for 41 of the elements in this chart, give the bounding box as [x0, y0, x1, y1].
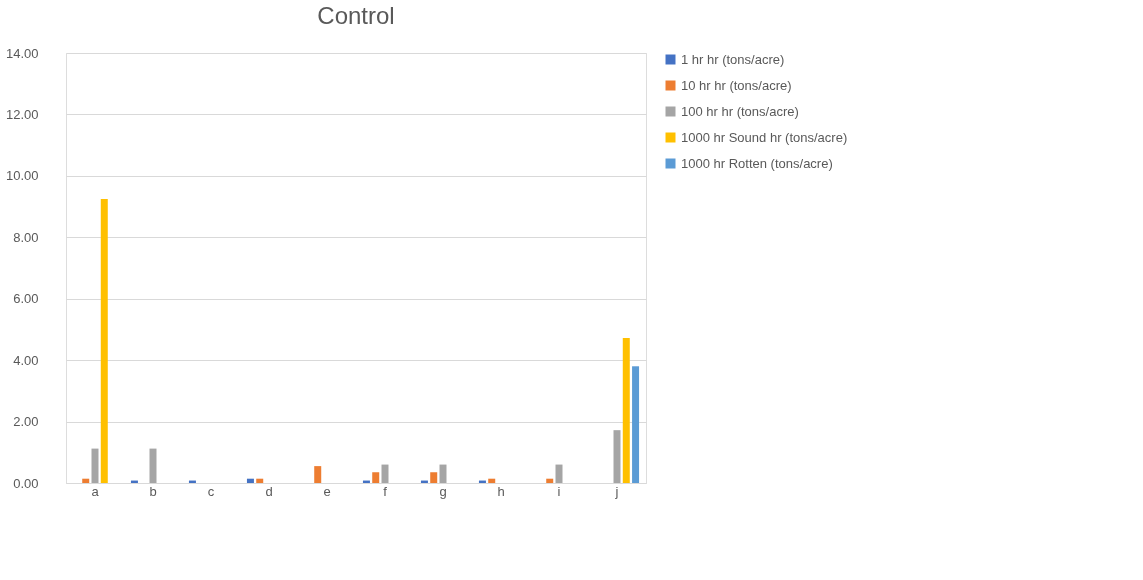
bar	[439, 464, 447, 483]
bar	[613, 430, 621, 483]
bar	[546, 478, 554, 483]
legend-label: 100 hr hr (tons/acre)	[681, 103, 799, 119]
bar	[430, 472, 438, 483]
bar	[622, 338, 630, 483]
bar	[632, 366, 640, 483]
bar	[256, 478, 264, 483]
bar	[381, 464, 389, 483]
bar	[91, 448, 99, 483]
x-tick-label: f	[383, 483, 388, 499]
bar	[372, 472, 380, 483]
y-tick-label: 8.00	[13, 229, 39, 245]
x-tick-label: g	[439, 483, 447, 499]
y-tick-label: 10.00	[5, 168, 39, 184]
y-tick-label: 0.00	[13, 475, 39, 491]
legend-label: 10 hr hr (tons/acre)	[681, 77, 792, 93]
bar	[149, 448, 157, 483]
x-tick-label: d	[265, 483, 273, 499]
x-tick-label: c	[207, 483, 215, 499]
bar	[100, 198, 108, 483]
x-tick-label: h	[497, 483, 505, 499]
bar	[488, 478, 496, 483]
x-tick-label: e	[323, 483, 331, 499]
legend-label: 1000 hr Rotten (tons/acre)	[681, 155, 833, 171]
x-tick-label: b	[149, 483, 157, 499]
y-tick-label: 2.00	[13, 414, 39, 430]
legend-label: 1000 hr Sound hr (tons/acre)	[681, 129, 848, 145]
x-tick-label: a	[91, 483, 100, 499]
x-tick-label: i	[557, 483, 561, 499]
bar	[555, 464, 563, 483]
y-tick-label: 14.00	[5, 45, 39, 61]
bar	[246, 478, 254, 483]
y-tick-label: 6.00	[13, 291, 39, 307]
bar	[314, 466, 322, 483]
bar	[82, 478, 90, 483]
legend-label: 1 hr hr (tons/acre)	[681, 51, 785, 67]
y-tick-label: 4.00	[13, 352, 39, 368]
y-tick-label: 12.00	[5, 106, 39, 122]
x-tick-label: j	[614, 483, 619, 499]
chart-title: Control	[317, 2, 395, 29]
